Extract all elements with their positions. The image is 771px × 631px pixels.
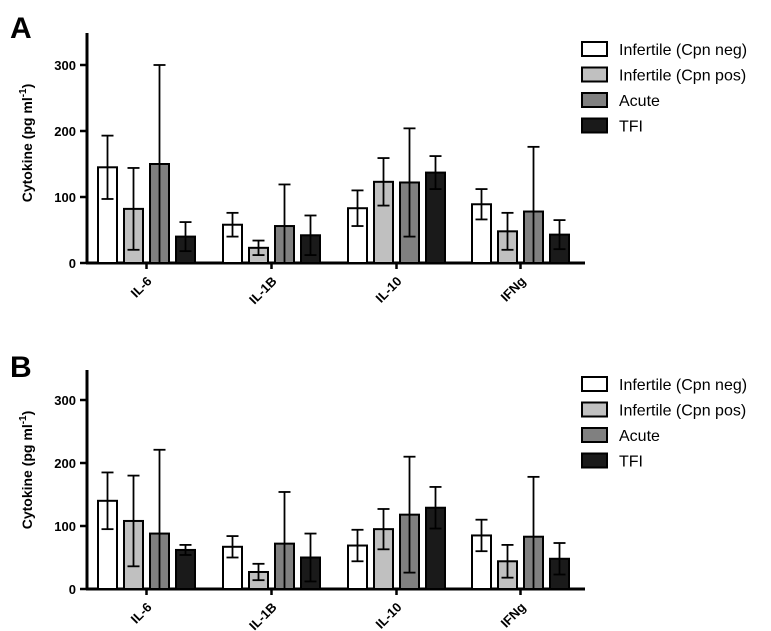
panel-a-x-tick-label: IFNg xyxy=(498,273,529,304)
panel-a-x-tick-label: IL-1B xyxy=(246,274,280,308)
panel-b-y-axis-label-main: Cytokine (pg ml xyxy=(19,424,35,529)
panel-a-letter: A xyxy=(10,12,32,45)
panel-b-y-tick-label: 100 xyxy=(54,519,76,534)
panel-b-legend-label: Acute xyxy=(619,428,660,445)
panel-b-legend-swatch xyxy=(581,376,608,392)
panel-a-y-axis-label-close: ) xyxy=(19,84,35,89)
panel-a-legend-label: TFI xyxy=(619,119,643,136)
panel-a-legend-swatch xyxy=(581,117,608,134)
panel-a-legend-swatch xyxy=(581,92,608,108)
panel-a-y-axis-label-main: Cytokine (pg ml xyxy=(19,97,35,202)
panel-b-legend-label: TFI xyxy=(619,454,643,471)
panel-b-y-axis-label-close: ) xyxy=(19,411,35,416)
panel-a-y-tick-label: 200 xyxy=(54,124,76,139)
panel-b-y-tick-label: 300 xyxy=(54,393,76,408)
panel-a-x-tick-label: IL-6 xyxy=(128,274,155,301)
panel-a-y-tick-label: 0 xyxy=(69,256,76,271)
panel-b-x-tick-label: IFNg xyxy=(498,599,529,630)
panel-b-legend-swatch xyxy=(581,452,608,469)
panel-a-y-axis-label-sup: -1 xyxy=(18,88,29,97)
panel-b-y-tick-label: 0 xyxy=(69,582,76,597)
panel-b-y-axis-label-sup: -1 xyxy=(18,415,29,424)
panel-b-legend-label: Infertile (Cpn neg) xyxy=(619,377,747,394)
panel-a-legend-label: Infertile (Cpn neg) xyxy=(619,42,747,59)
panel-a-y-tick-label: 100 xyxy=(54,190,76,205)
panel-b-x-tick-label: IL-6 xyxy=(128,600,155,627)
panel-a-legend-label: Acute xyxy=(619,93,660,110)
panel-a-legend-label: Infertile (Cpn pos) xyxy=(619,68,746,85)
panel-b-legend-label: Infertile (Cpn pos) xyxy=(619,403,746,420)
panel-a-y-tick-label: 300 xyxy=(54,58,76,73)
panel-b-x-tick-label: IL-10 xyxy=(373,600,405,631)
panel-a-x-tick-label: IL-10 xyxy=(373,274,405,306)
panel-a-legend-swatch xyxy=(581,66,608,83)
panel-b-legend-swatch xyxy=(581,427,608,443)
panel-b-x-tick-label: IL-1B xyxy=(246,600,280,631)
panel-a-y-axis-label: Cytokine (pg ml-1) xyxy=(18,84,35,203)
panel-a-legend-swatch xyxy=(581,41,608,57)
panel-b-letter: B xyxy=(10,351,32,384)
panel-b-y-axis-label: Cytokine (pg ml-1) xyxy=(18,411,35,530)
panel-b-y-tick-label: 200 xyxy=(54,456,76,471)
panel-b-legend-swatch xyxy=(581,401,608,418)
